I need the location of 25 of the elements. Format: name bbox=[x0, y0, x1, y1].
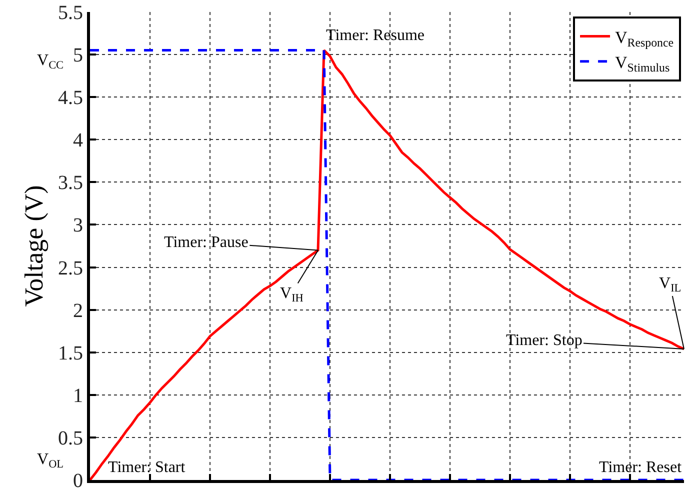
annotation: Timer: Pause bbox=[164, 234, 248, 251]
y-tick-label: 0.5 bbox=[58, 427, 83, 450]
annotation: Timer: Start bbox=[108, 459, 186, 476]
y-tick-label: 2 bbox=[73, 300, 83, 322]
y-tick-label: 4.5 bbox=[58, 87, 83, 110]
text: V$_{OL}$ bbox=[37, 451, 64, 470]
line-series bbox=[90, 49, 684, 480]
y-tick-label: 5 bbox=[73, 44, 83, 67]
y-tick-label: 0 bbox=[73, 470, 83, 492]
y-tick-label: 1.5 bbox=[58, 342, 83, 364]
y-tick-label: 4 bbox=[73, 130, 83, 152]
y-tick-label: 5.5 bbox=[58, 2, 83, 24]
annotation: Timer: Reset bbox=[599, 459, 682, 476]
text: V$_{CC}$ bbox=[37, 52, 64, 72]
annotation: Timer: Resume bbox=[326, 27, 425, 44]
annotation: Timer: Stop bbox=[506, 332, 582, 349]
y-tick-label: 1 bbox=[73, 384, 83, 407]
y-tick-label: 2.5 bbox=[58, 257, 83, 280]
y-axis-title: Voltage (V) bbox=[19, 185, 48, 307]
annotation: V$_{IL}$ bbox=[659, 275, 682, 294]
y-tick-label: 3 bbox=[73, 214, 83, 237]
legend-label: V$_{Stimulus}$ bbox=[615, 52, 670, 75]
legend-label: V$_{Responce}$ bbox=[615, 28, 674, 50]
annotation: V$_{IH}$ bbox=[280, 285, 304, 304]
y-tick-label: 3.5 bbox=[58, 172, 83, 194]
